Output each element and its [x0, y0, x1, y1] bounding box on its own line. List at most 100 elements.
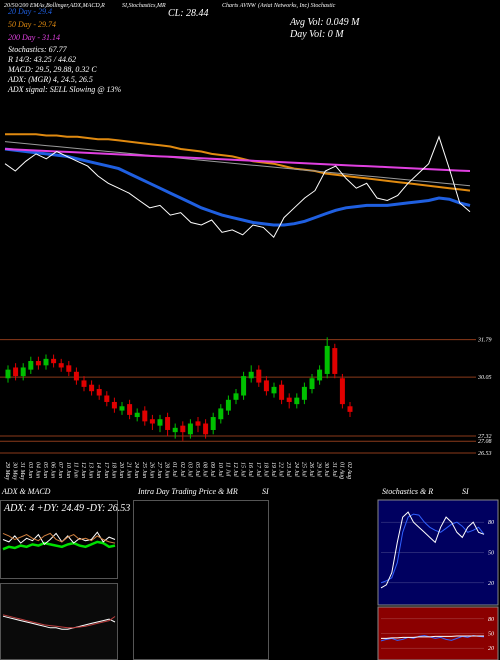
y-tick-label: 30.05 [477, 375, 492, 381]
series-line [2, 531, 116, 546]
x-tick-label: 04 Jun [34, 462, 41, 478]
series-line [2, 614, 116, 629]
series-line [2, 615, 116, 630]
stat-line: ADX: (MGR) 4, 24.5, 26.5 [7, 75, 93, 84]
stat-line: MACD: 29.5, 29.88, 0.32 C [7, 65, 97, 74]
candle-body [218, 408, 224, 420]
candle-body [210, 417, 216, 430]
candle-body [58, 363, 64, 368]
series-line [4, 148, 471, 172]
series-line [380, 513, 485, 584]
candle-body [301, 386, 307, 400]
candle-body [35, 361, 41, 366]
candle-body [157, 419, 163, 426]
y-tick-label: 20 [488, 646, 494, 652]
candle-body [339, 378, 345, 405]
y-tick-label: 50 [488, 632, 494, 638]
candle-body [195, 421, 201, 426]
x-tick-label: 25 Jul [300, 462, 306, 477]
panel-title: Intra Day Trading Price & MR [137, 487, 238, 496]
legend-entry: 200 Day - 31.14 [8, 33, 60, 42]
candle-body [248, 371, 254, 379]
x-tick-label: 21 Jun [126, 462, 132, 478]
candle-body [233, 393, 239, 400]
stat-line: ADX signal: SELL Slowing @ 13% [7, 85, 122, 94]
close-line [4, 135, 471, 239]
x-tick-label: 06 Jun [50, 462, 56, 478]
x-tick-label: 26 Jul [308, 462, 314, 477]
symbol: Charts AVNW [222, 3, 257, 9]
y-tick-label: 27.08 [478, 439, 492, 445]
y-tick-label: 20 [488, 581, 494, 587]
x-tick-label: 17 Jul [255, 462, 261, 477]
stochastics-panel [377, 499, 499, 606]
candle-body [5, 369, 11, 379]
stat-line: Stochastics: 67.77 [8, 45, 68, 54]
candle-body [263, 380, 269, 392]
candle-body [256, 369, 262, 383]
series-line [2, 540, 116, 551]
x-tick-label: 20 Jun [118, 462, 124, 478]
candle-body [104, 395, 110, 402]
x-tick-label: 13 Jun [88, 462, 94, 478]
x-tick-label: 10 Jul [217, 462, 223, 477]
candle-body [332, 348, 338, 374]
x-tick-label: 11 Jun [72, 462, 78, 478]
x-tick-label: 05 Jul [194, 462, 200, 477]
candle-body [66, 365, 72, 372]
adx-panel [0, 500, 118, 579]
x-tick-label: 24 Jul [293, 462, 300, 477]
candle-body [28, 361, 34, 370]
candle-body [51, 358, 57, 364]
close-price: CL: 28.44 [168, 8, 209, 19]
candle-body [187, 423, 193, 435]
x-tick-label: 19 Jul [270, 462, 276, 477]
header-title2: SI,Stochastics,MR [122, 3, 166, 9]
candle-body [172, 427, 178, 433]
candle-body [142, 410, 148, 422]
company: (Aviat Networks, Inc) Stochastic [258, 2, 336, 9]
x-tick-label: 02 Aug [346, 462, 352, 479]
x-tick-label: 14 Jun [95, 462, 102, 478]
day-volume: Day Vol: 0 M [289, 29, 344, 40]
panel-subtitle: ADX: 4 +DY: 24.49 -DY: 26.53 [3, 503, 130, 514]
x-tick-label: 01 Aug [338, 462, 344, 479]
candle-body [279, 384, 285, 400]
candle-body [324, 345, 330, 374]
x-tick-label: 12 Jun [80, 462, 86, 478]
x-tick-label: 18 Jul [262, 462, 268, 477]
candle-body [13, 367, 19, 377]
x-tick-label: 29 Jul [316, 462, 322, 477]
y-tick-label: 50 [488, 551, 494, 557]
candle-body [317, 369, 323, 381]
x-tick-label: 03 Jun [27, 462, 33, 478]
candle-body [73, 371, 79, 381]
x-tick-label: 08 Jul [202, 462, 208, 477]
x-tick-label: 23 Jul [285, 462, 291, 477]
x-tick-label: 01 Jul [171, 462, 177, 477]
x-tick-label: 28 Jun [164, 462, 170, 478]
intraday-panel [133, 500, 269, 660]
candle-body [271, 386, 277, 394]
series-line [2, 532, 116, 544]
candle-body [89, 384, 95, 392]
y-tick-label: 27.32 [478, 434, 492, 440]
x-tick-label: 24 Jun [133, 462, 140, 478]
x-tick-label: 25 Jun [141, 462, 147, 478]
y-tick-label: 80 [488, 520, 494, 526]
panel-subtitle: SI [462, 487, 469, 496]
candle-body [111, 401, 117, 409]
x-tick-label: 31 May [19, 461, 25, 480]
series-line [4, 147, 471, 227]
candle-body [225, 399, 231, 411]
x-tick-label: 07 Jun [57, 462, 63, 478]
candle-body [180, 425, 186, 433]
x-tick-label: 18 Jun [110, 462, 116, 478]
x-tick-label: 15 Jul [240, 462, 246, 477]
candle-body [20, 367, 26, 377]
legend-entry: 50 Day - 29.74 [8, 20, 56, 29]
candle-body [81, 380, 87, 387]
x-tick-label: 30 May [12, 461, 18, 480]
x-tick-label: 05 Jun [42, 462, 48, 478]
